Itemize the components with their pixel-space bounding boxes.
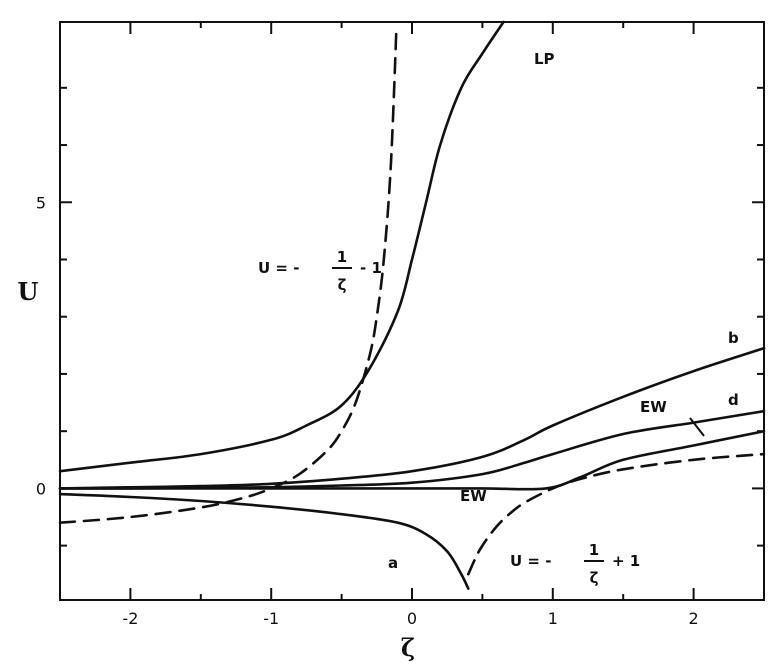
x-tick-label-2: 0 bbox=[407, 609, 417, 628]
equation-upper-prefix: U = - bbox=[258, 259, 299, 277]
equation-lower-numerator: 1 bbox=[589, 541, 599, 559]
equation-upper-suffix: - 1 bbox=[360, 259, 382, 277]
label-d: d bbox=[728, 391, 739, 409]
curve-a bbox=[58, 492, 470, 590]
y-axis-title: U bbox=[18, 277, 39, 306]
curve-u-1-1 bbox=[58, 24, 398, 524]
label-lp: LP bbox=[534, 50, 555, 68]
label-a: a bbox=[388, 554, 398, 572]
equation-lower-denominator: ζ bbox=[590, 569, 599, 587]
x-tick-label-1: -1 bbox=[263, 609, 279, 628]
label-ew-upper-leader bbox=[689, 417, 705, 437]
label-ew-lower: EW bbox=[460, 487, 487, 505]
curve-lp bbox=[58, 20, 505, 473]
y-tick-label-0: 0 bbox=[36, 479, 46, 498]
tick-labels: -2 -1 0 1 2 0 5 bbox=[36, 193, 699, 628]
label-b: b bbox=[728, 329, 739, 347]
y-tick-label-1: 5 bbox=[36, 193, 46, 212]
equation-lower: U = - 1 ζ + 1 bbox=[510, 541, 640, 587]
x-tick-label-3: 1 bbox=[548, 609, 558, 628]
curves bbox=[58, 20, 766, 590]
x-tick-label-0: -2 bbox=[122, 609, 138, 628]
ticks bbox=[60, 22, 764, 600]
x-tick-label-4: 2 bbox=[689, 609, 699, 628]
curve-ew bbox=[58, 429, 766, 491]
equation-upper-denominator: ζ bbox=[338, 276, 347, 294]
curve-u-1-1 bbox=[467, 452, 766, 576]
equation-upper-numerator: 1 bbox=[337, 248, 347, 266]
equation-upper: U = - 1 ζ - 1 bbox=[258, 248, 382, 294]
equation-lower-prefix: U = - bbox=[510, 552, 551, 570]
curve-b bbox=[58, 346, 766, 490]
label-ew-upper: EW bbox=[640, 398, 667, 416]
equation-lower-suffix: + 1 bbox=[612, 552, 640, 570]
curve-d bbox=[58, 409, 766, 490]
x-axis-title: ζ bbox=[401, 633, 415, 662]
